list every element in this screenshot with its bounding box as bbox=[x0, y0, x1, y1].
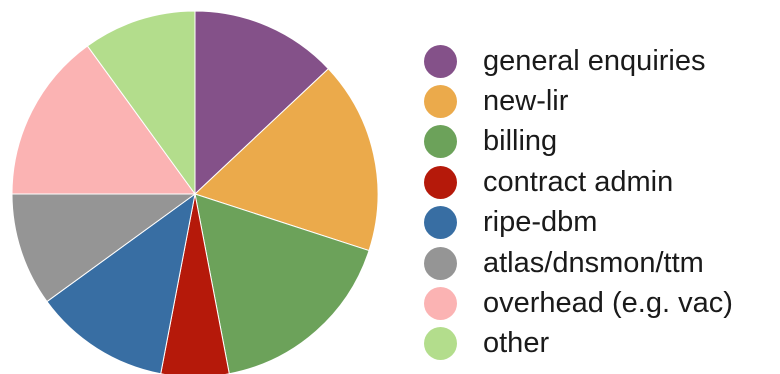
legend-label: overhead (e.g. vac) bbox=[483, 287, 733, 320]
legend-item: other bbox=[424, 324, 733, 364]
pie-slice-billing bbox=[194, 193, 370, 374]
legend-label: billing bbox=[483, 125, 558, 158]
legend-item: atlas/dnsmon/ttm bbox=[424, 243, 733, 283]
legend-item: overhead (e.g. vac) bbox=[424, 283, 733, 323]
pie-slice-atlas-dnsmon-ttm bbox=[11, 193, 197, 303]
pie-slice-new-lir bbox=[194, 68, 379, 252]
pie-slice-ripe-dbm bbox=[46, 192, 196, 374]
legend-item: contract admin bbox=[424, 162, 733, 202]
legend-swatch bbox=[424, 246, 457, 280]
legend-swatch bbox=[424, 85, 457, 119]
legend-item: general enquiries bbox=[424, 41, 733, 81]
legend-label: general enquiries bbox=[483, 44, 706, 77]
legend-label: other bbox=[483, 327, 550, 360]
legend-label: contract admin bbox=[483, 165, 674, 198]
legend-swatch bbox=[424, 327, 457, 361]
legend-swatch bbox=[424, 287, 457, 321]
legend-item: billing bbox=[424, 122, 733, 162]
legend-swatch bbox=[424, 165, 457, 199]
legend-label: ripe-dbm bbox=[483, 206, 598, 239]
legend-swatch bbox=[424, 206, 457, 240]
pie-slice-overhead-e-g-vac bbox=[11, 45, 196, 195]
chart-legend: general enquiries new-lir billing contract … bbox=[424, 41, 733, 364]
legend-label: atlas/dnsmon/ttm bbox=[483, 246, 704, 279]
legend-swatch bbox=[424, 44, 457, 78]
pie-slice-general-enquiries bbox=[194, 10, 330, 196]
legend-label: new-lir bbox=[483, 85, 569, 118]
pie-slice-other bbox=[86, 10, 196, 196]
legend-item: ripe-dbm bbox=[424, 203, 733, 243]
legend-item: new-lir bbox=[424, 81, 733, 121]
legend-swatch bbox=[424, 125, 457, 159]
pie-chart bbox=[11, 10, 379, 374]
